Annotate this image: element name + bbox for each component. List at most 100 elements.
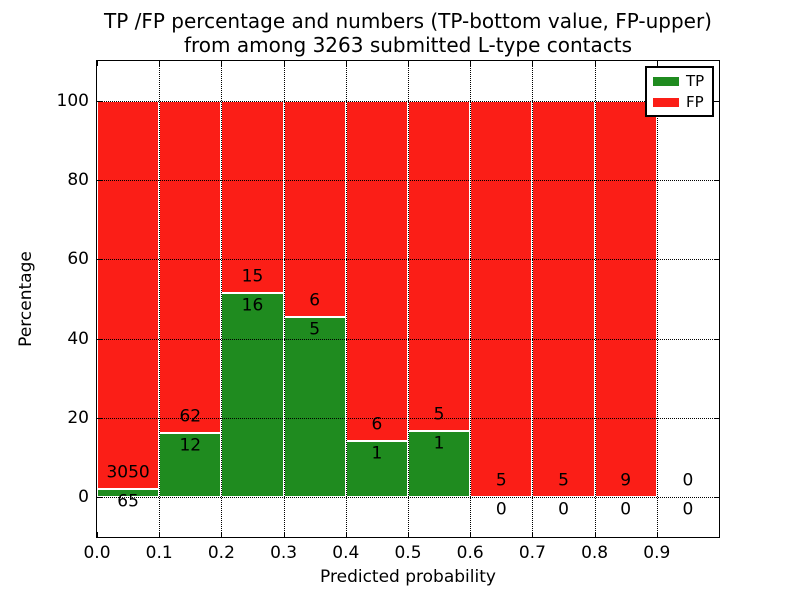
x-tick <box>408 532 409 537</box>
x-tick-label: 0.7 <box>518 543 546 563</box>
bar-fp-segment <box>532 100 595 498</box>
y-tick-label: 60 <box>67 249 89 270</box>
bar-fp-count-label: 62 <box>179 406 202 427</box>
x-tick <box>221 61 223 66</box>
y-tick-label: 0 <box>78 487 89 508</box>
bar-fp-count-label: 6 <box>309 290 321 311</box>
bar-fp-segment <box>221 100 284 293</box>
bar-fp-segment <box>345 100 408 441</box>
x-tick <box>221 532 223 537</box>
gridline-x <box>283 61 285 537</box>
x-tick <box>532 61 534 66</box>
x-tick-label: 0.2 <box>207 543 235 563</box>
x-tick <box>345 61 347 66</box>
gridline-x <box>159 61 161 537</box>
legend-item-tp: TP <box>653 73 704 89</box>
bar-fp-count-label: 3050 <box>106 462 150 483</box>
y-tick <box>714 180 719 181</box>
bar-fp-count-label: 6 <box>371 414 383 435</box>
bar-tp-count-label: 0 <box>495 499 507 520</box>
bar-fp-count-label: 5 <box>558 470 569 491</box>
gridline-x <box>408 61 409 537</box>
bar-fp-segment <box>470 100 533 498</box>
bar-tp-count-label: 0 <box>558 499 569 520</box>
x-tick <box>283 61 285 66</box>
bar-tp-segment <box>159 432 222 498</box>
x-tick-label: 0.3 <box>270 543 298 563</box>
y-tick <box>714 497 719 499</box>
bar-tp-count-label: 0 <box>682 499 694 520</box>
x-tick <box>283 532 285 537</box>
chart-title-line1: TP /FP percentage and numbers (TP-bottom… <box>104 9 712 33</box>
legend-item-fp: FP <box>653 94 704 110</box>
bar-fp-segment <box>97 100 160 490</box>
x-tick-label: 0.9 <box>643 543 671 563</box>
bar-tp-count-label: 0 <box>620 499 632 520</box>
y-tick <box>714 418 719 419</box>
tp-legend-label: TP <box>686 72 705 90</box>
bar-tp-segment <box>97 489 160 498</box>
x-tick <box>345 532 347 537</box>
x-tick <box>656 532 658 537</box>
x-tick-label: 0.0 <box>83 543 111 563</box>
x-axis-label: Predicted probability <box>320 567 496 587</box>
chart-title-line2: from among 3263 submitted L-type contact… <box>183 33 633 57</box>
bar-fp-segment <box>159 100 222 433</box>
bar-tp-count-label: 16 <box>241 295 264 316</box>
y-tick-label: 80 <box>67 170 89 190</box>
tp-legend-swatch-icon <box>653 76 679 86</box>
x-tick <box>97 61 98 66</box>
y-tick-label: 20 <box>67 408 89 428</box>
x-tick <box>594 532 596 537</box>
gridline-x <box>470 61 472 537</box>
plot-area: TP FP 3050 65 62 12 15 16 6 5 6 1 5 1 5 0 5 0 9 0 0 0 <box>96 60 720 538</box>
bar-tp-segment <box>221 292 284 498</box>
x-tick <box>532 532 534 537</box>
x-tick <box>97 532 98 537</box>
x-tick-label: 0.5 <box>394 543 422 563</box>
legend: TP FP <box>645 66 715 117</box>
x-tick <box>470 532 472 537</box>
x-tick-label: 0.6 <box>456 543 484 563</box>
x-tick-label: 0.1 <box>145 543 173 563</box>
y-tick-label: 100 <box>56 90 89 111</box>
bar-fp-count-label: 9 <box>620 470 632 491</box>
gridline-x <box>221 61 223 537</box>
x-tick <box>408 61 409 66</box>
bar-tp-count-label: 1 <box>371 443 383 464</box>
gridline-x <box>532 61 534 537</box>
fp-legend-label: FP <box>686 93 704 111</box>
bar-fp-segment <box>408 100 471 432</box>
bar-tp-count-label: 1 <box>433 433 445 454</box>
x-tick <box>656 61 658 66</box>
bar-fp-count-label: 5 <box>495 470 507 491</box>
y-tick <box>97 100 102 102</box>
bar-tp-segment <box>283 317 346 498</box>
bar-fp-count-label: 15 <box>241 266 264 287</box>
x-tick <box>159 532 161 537</box>
y-tick <box>97 418 102 419</box>
y-tick <box>97 259 102 261</box>
bar-tp-segment <box>408 431 471 498</box>
bar-tp-count-label: 12 <box>179 435 202 456</box>
x-tick <box>594 61 596 66</box>
fp-legend-swatch-icon <box>653 97 679 107</box>
x-tick <box>470 61 472 66</box>
x-tick-label: 0.4 <box>332 543 360 563</box>
y-tick <box>97 497 102 499</box>
y-tick-label: 40 <box>67 328 89 349</box>
bar-fp-count-label: 5 <box>433 404 445 425</box>
gridline-x <box>345 61 347 537</box>
bar-tp-count-label: 65 <box>117 491 139 512</box>
bar-fp-segment <box>283 100 346 318</box>
gridline-x <box>594 61 596 537</box>
y-tick <box>97 180 102 181</box>
y-tick <box>714 100 719 102</box>
y-tick <box>714 259 719 261</box>
bar-fp-segment <box>594 100 657 498</box>
bar-tp-count-label: 5 <box>309 319 321 340</box>
y-tick <box>97 338 102 340</box>
gridline-x <box>656 61 658 537</box>
x-tick-label: 0.8 <box>581 543 609 563</box>
y-tick <box>714 338 719 340</box>
